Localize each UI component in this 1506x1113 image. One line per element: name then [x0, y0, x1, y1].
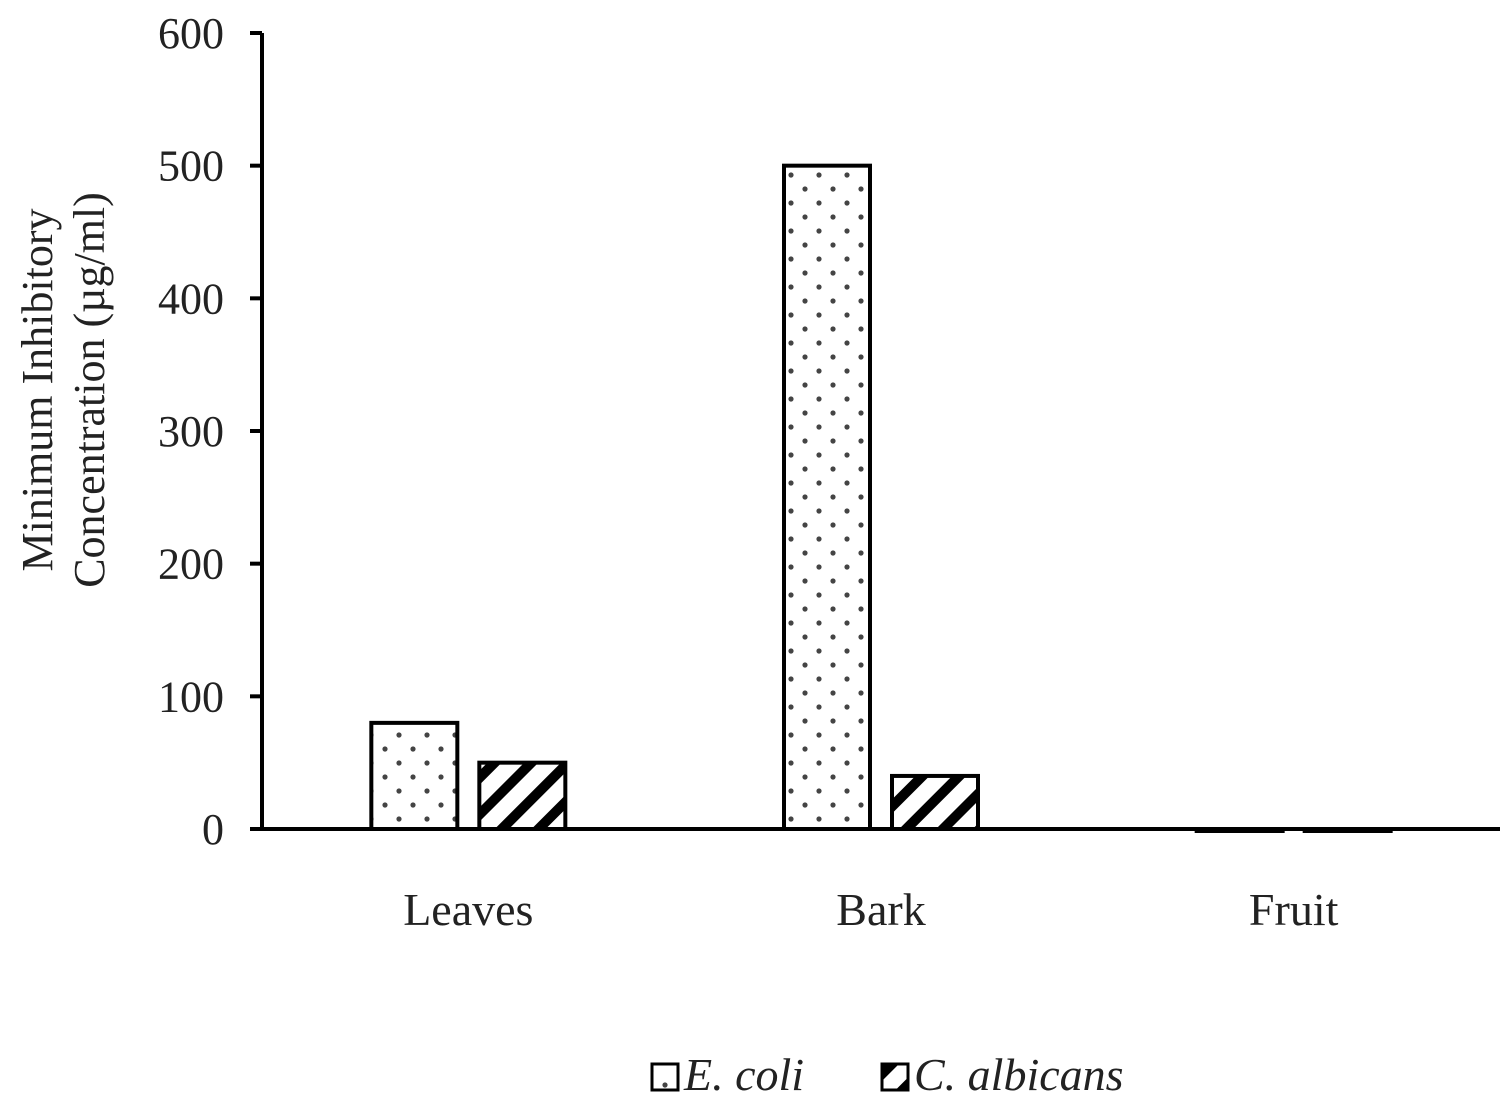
y-tick-label: 300 — [158, 407, 224, 456]
y-tick-label: 500 — [158, 142, 224, 191]
x-tick-label: Fruit — [1249, 884, 1339, 935]
x-tick-label: Leaves — [403, 884, 533, 935]
bar-calbicans-leaves — [477, 760, 568, 832]
legend-label: E. coli — [683, 1049, 804, 1100]
y-tick-label: 600 — [158, 9, 224, 58]
y-tick-label: 400 — [158, 274, 224, 323]
y-tick-label: 200 — [158, 540, 224, 589]
x-tick-label: Bark — [836, 884, 925, 935]
bar-calbicans-bark — [890, 773, 980, 832]
legend-swatch — [880, 1062, 910, 1092]
y-axis: 0 100 200 300 400 500 600 — [158, 9, 264, 854]
bar-ecoli-leaves — [369, 720, 460, 831]
bar-ecoli-bark — [782, 163, 872, 831]
y-tick-label: 0 — [202, 805, 224, 854]
y-axis-title-line2: Concentration (µg/ml) — [65, 192, 114, 588]
legend: E. coli C. albicans — [650, 1049, 1124, 1100]
y-axis-title-line1: Minimum Inhibitory — [13, 209, 62, 572]
legend-swatch — [650, 1062, 680, 1092]
y-axis-title: Minimum Inhibitory Concentration (µg/ml) — [13, 192, 114, 588]
legend-label: C. albicans — [914, 1049, 1124, 1100]
x-axis: Leaves Bark Fruit — [262, 827, 1500, 935]
bars — [369, 163, 1393, 833]
y-tick-label: 100 — [158, 672, 224, 721]
